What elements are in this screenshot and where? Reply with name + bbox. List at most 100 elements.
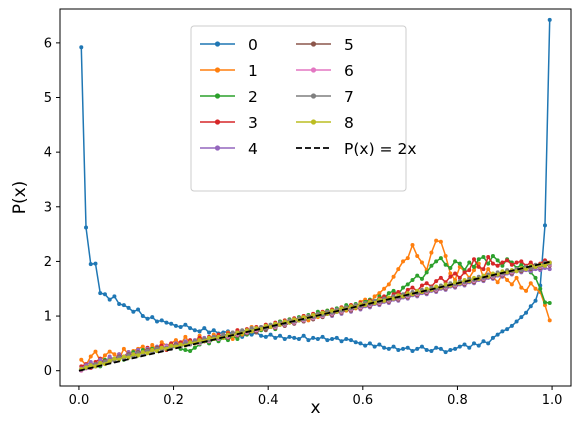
series-0-point xyxy=(533,298,538,303)
series-1-point xyxy=(505,278,510,282)
legend-label: P(x) = 2x xyxy=(344,140,417,158)
series-0-point xyxy=(434,345,439,350)
x-tick-label: 0.2 xyxy=(163,393,184,408)
series-0-point xyxy=(197,329,202,334)
series-8-point xyxy=(169,343,174,348)
series-2-point xyxy=(401,285,406,290)
series-1-point xyxy=(495,280,500,285)
series-8-point xyxy=(382,298,387,303)
legend-marker xyxy=(214,93,221,99)
series-1-point xyxy=(372,294,377,299)
series-7-point xyxy=(230,330,235,335)
legend-label: 2 xyxy=(248,88,258,106)
series-0-point xyxy=(112,294,117,299)
series-0-point xyxy=(117,302,122,307)
series-8-point xyxy=(107,358,112,363)
legend-label: 4 xyxy=(248,140,258,158)
series-8-point xyxy=(121,354,126,359)
series-3-point xyxy=(486,255,491,260)
series-0-point xyxy=(415,346,420,351)
y-tick-label: 1 xyxy=(44,310,52,325)
series-2-point xyxy=(547,300,552,305)
series-1-point xyxy=(88,354,93,359)
series-0-point xyxy=(301,333,306,338)
series-0-point xyxy=(382,345,387,350)
series-7-point xyxy=(249,326,254,331)
y-tick-label: 6 xyxy=(44,36,52,51)
series-1-point xyxy=(140,344,145,349)
series-2-point xyxy=(481,255,486,260)
series-8-point xyxy=(320,310,325,315)
series-0-point xyxy=(140,314,145,319)
legend: 0 1 2 3 4 5 6 7 8 P(x) = 2x xyxy=(190,25,417,192)
series-3-point xyxy=(453,271,458,276)
legend-entry: 6 xyxy=(296,62,354,80)
series-3-point xyxy=(472,257,476,262)
legend-marker xyxy=(310,41,317,47)
series-0-point xyxy=(145,316,150,321)
series-3-point xyxy=(505,258,510,263)
series-1-point xyxy=(547,318,552,323)
series-2-point xyxy=(467,260,472,265)
series-0-point xyxy=(136,307,141,312)
y-axis-ticks: 0 1 2 3 4 5 6 xyxy=(44,36,60,379)
y-tick-label: 2 xyxy=(44,255,52,270)
series-3-point xyxy=(438,275,443,280)
series-0-point xyxy=(419,344,424,349)
series-8-point xyxy=(207,335,212,340)
x-tick-label: 0.0 xyxy=(69,393,90,408)
series-2-point xyxy=(415,273,420,278)
x-tick-label: 0.4 xyxy=(258,393,279,408)
series-1-point xyxy=(183,334,188,339)
series-8-point xyxy=(145,351,150,356)
series-8-point xyxy=(93,364,98,369)
series-0-point xyxy=(424,347,429,352)
series-8-point xyxy=(259,327,264,332)
series-0-point xyxy=(211,328,216,333)
series-0-point xyxy=(353,340,358,345)
legend-marker xyxy=(214,119,221,125)
series-0-point xyxy=(472,341,476,346)
series-0-point xyxy=(282,337,287,342)
series-8-point xyxy=(188,340,193,345)
legend-entry: 1 xyxy=(200,62,258,80)
series-0-point xyxy=(278,333,283,338)
series-2-point xyxy=(188,349,193,354)
legend-label: 5 xyxy=(344,36,354,54)
series-2-point xyxy=(538,286,543,291)
series-2-point xyxy=(500,263,505,268)
series-8-point xyxy=(88,363,93,368)
series-1-point xyxy=(405,256,410,261)
series-0-point xyxy=(443,350,448,355)
series-0-point xyxy=(79,45,84,50)
series-1-point xyxy=(419,260,424,265)
series-1-point xyxy=(486,267,491,272)
series-3-point xyxy=(509,262,514,267)
series-0-point xyxy=(509,323,514,328)
legend-entry: 2 xyxy=(200,88,258,106)
legend-frame xyxy=(190,25,407,192)
series-2-point xyxy=(472,264,476,269)
series-0-point xyxy=(490,335,495,340)
series-1-point xyxy=(533,286,538,291)
series-2-point xyxy=(235,337,240,342)
series-0-point xyxy=(268,332,273,337)
y-tick-label: 5 xyxy=(44,91,52,106)
series-0-point xyxy=(150,315,155,320)
series-0-point xyxy=(188,326,193,331)
series-0-point xyxy=(121,303,126,308)
series-1-point xyxy=(382,286,387,291)
series-1-point xyxy=(443,253,448,258)
series-0-point xyxy=(481,339,486,344)
series-4-point xyxy=(98,357,103,362)
series-0-point xyxy=(500,329,505,334)
series-0-point xyxy=(524,310,529,315)
series-8-point xyxy=(131,352,136,357)
series-7-point xyxy=(221,332,226,337)
series-4-point xyxy=(88,359,93,364)
series-2-point xyxy=(533,275,538,280)
x-tick-label: 1.0 xyxy=(542,393,563,408)
series-0-point xyxy=(320,334,325,339)
series-3-point xyxy=(514,260,519,265)
